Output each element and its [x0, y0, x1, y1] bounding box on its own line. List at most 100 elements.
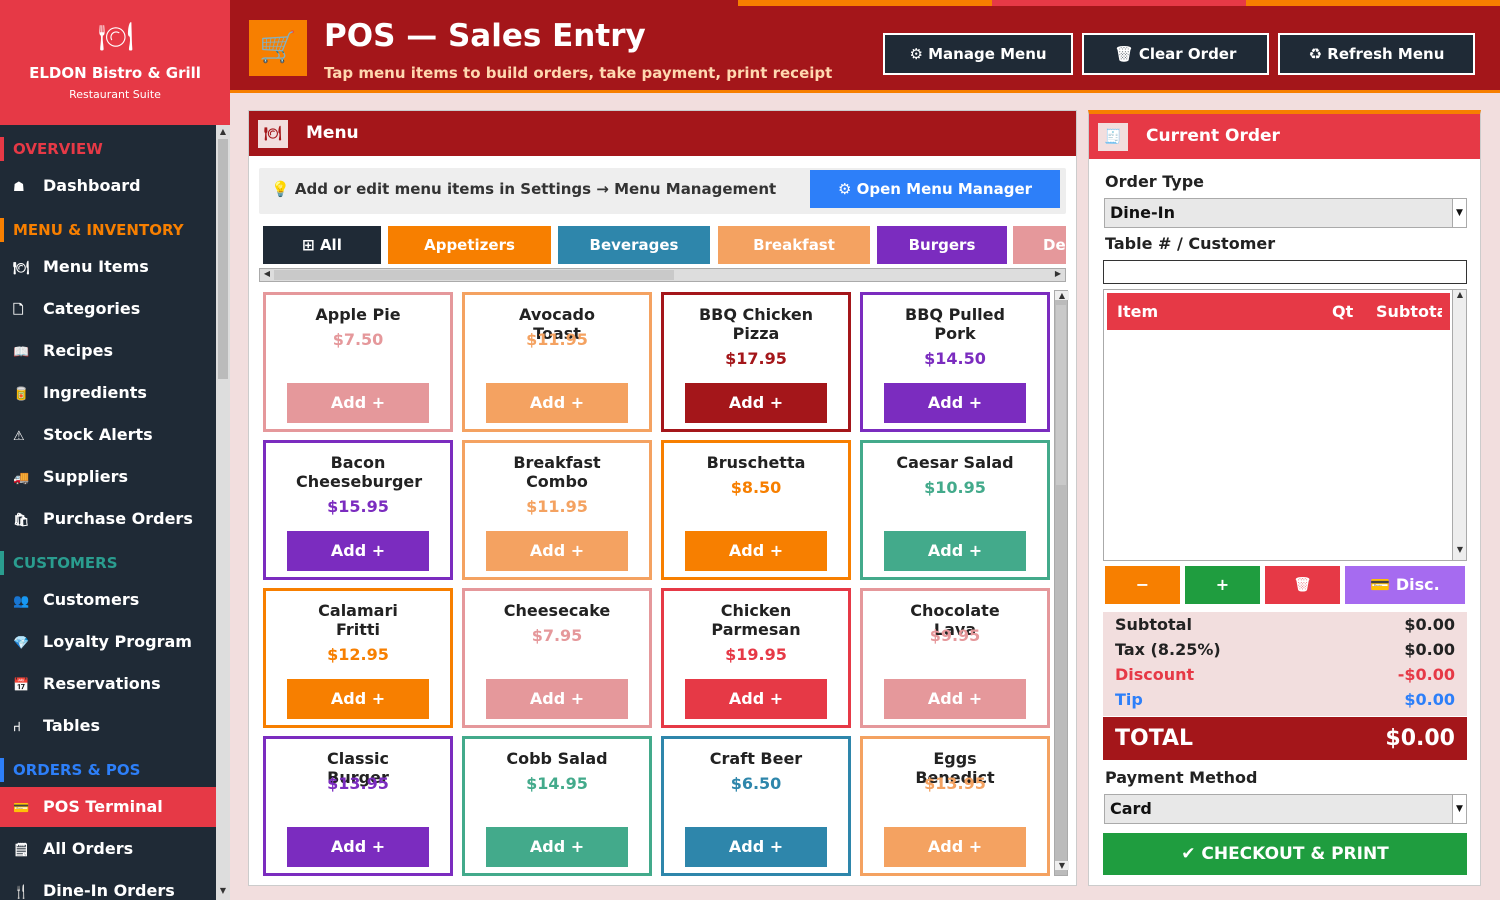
page-subtitle: Tap menu items to build orders, take pay… — [324, 64, 833, 82]
checkout-print-button[interactable]: ✔ CHECKOUT & PRINT — [1103, 833, 1467, 875]
sidebar-item-stock-alerts[interactable]: ⚠ Stock Alerts — [0, 415, 216, 455]
scroll-down-icon[interactable]: ▼ — [1456, 545, 1464, 554]
order-type-select[interactable]: Dine-In ▼ — [1104, 198, 1467, 228]
category-tab-burgers[interactable]: Burgers — [877, 226, 1007, 264]
category-tab-de[interactable]: De — [1013, 226, 1066, 264]
add-to-order-button[interactable]: Add + — [685, 383, 827, 423]
menu-item-card[interactable]: Calamari Fritti $12.95 Add + — [263, 588, 453, 728]
menu-item-card[interactable]: BBQ Chicken Pizza $17.95 Add + — [661, 292, 851, 432]
sidebar-item-categories[interactable]: 🗋 Categories — [0, 289, 216, 329]
category-tab-appetizers[interactable]: Appetizers — [388, 226, 551, 264]
add-to-order-button[interactable]: Add + — [884, 827, 1026, 867]
add-to-order-button[interactable]: Add + — [685, 679, 827, 719]
sidebar-item-label: All Orders — [43, 839, 134, 858]
order-items-header: Item Qt Subtota — [1107, 293, 1450, 330]
menu-item-card[interactable]: Apple Pie $7.50 Add + — [263, 292, 453, 432]
sidebar-scroll-thumb[interactable] — [218, 139, 228, 379]
add-to-order-button[interactable]: Add + — [884, 383, 1026, 423]
scroll-left-icon[interactable]: ◀ — [263, 269, 271, 278]
menu-grid-scroll-thumb[interactable] — [1056, 305, 1066, 485]
add-to-order-button[interactable]: Add + — [685, 531, 827, 571]
scroll-up-icon[interactable]: ▲ — [219, 127, 227, 136]
sidebar-item-suppliers[interactable]: 🚚 Suppliers — [0, 457, 216, 497]
discount-button[interactable]: 💳 Disc. — [1345, 566, 1465, 604]
menu-item-card[interactable]: Avocado Toast $11.95 Add + — [462, 292, 652, 432]
menu-item-card[interactable]: Classic Burger $13.95 Add + — [263, 736, 453, 876]
menu-item-card[interactable]: Cheesecake $7.95 Add + — [462, 588, 652, 728]
sidebar-item-ingredients[interactable]: 🥫 Ingredients — [0, 373, 216, 413]
menu-item-card[interactable]: Bacon Cheeseburger $15.95 Add + — [263, 440, 453, 580]
add-to-order-button[interactable]: Add + — [685, 827, 827, 867]
order-panel: 🧾 Current Order Order Type Dine-In ▼ Tab… — [1088, 110, 1481, 886]
menu-item-price: $7.50 — [332, 330, 384, 349]
category-tab-breakfast[interactable]: Breakfast — [718, 226, 870, 264]
totals-value: -$0.00 — [1397, 665, 1455, 684]
category-scrollbar[interactable]: ◀ ▶ — [259, 268, 1066, 282]
add-to-order-button[interactable]: Add + — [486, 679, 628, 719]
add-to-order-button[interactable]: Add + — [486, 531, 628, 571]
add-to-order-button[interactable]: Add + — [884, 531, 1026, 571]
sidebar-item-tables[interactable]: ⑁ Tables — [0, 706, 216, 746]
payment-method-select[interactable]: Card ▼ — [1104, 794, 1467, 824]
menu-item-card[interactable]: Craft Beer $6.50 Add + — [661, 736, 851, 876]
sidebar-item-menu-items[interactable]: 🍽 Menu Items — [0, 247, 216, 287]
add-to-order-button[interactable]: Add + — [287, 383, 429, 423]
document-icon: 🗋 — [13, 303, 24, 318]
order-items-scrollbar[interactable]: ▲ ▼ — [1452, 290, 1466, 560]
manage-menu-button[interactable]: ⚙ Manage Menu — [883, 33, 1073, 75]
calendar-icon: 📅 — [13, 678, 30, 693]
sidebar-item-label: Loyalty Program — [43, 632, 192, 651]
add-to-order-button[interactable]: Add + — [287, 679, 429, 719]
sidebar-scrollbar[interactable]: ▲ ▼ — [216, 125, 230, 900]
sidebar-item-customers[interactable]: 👥 Customers — [0, 580, 216, 620]
scroll-down-icon[interactable]: ▼ — [219, 886, 227, 895]
menu-item-card[interactable]: Chocolate Lava $9.95 Add + — [860, 588, 1050, 728]
sidebar-item-dashboard[interactable]: ☗ Dashboard — [0, 166, 216, 206]
add-to-order-button[interactable]: Add + — [486, 383, 628, 423]
totals-label: Tax (8.25%) — [1115, 640, 1221, 659]
sidebar-item-all-orders[interactable]: 🗒 All Orders — [0, 829, 216, 869]
category-tab-beverages[interactable]: Beverages — [558, 226, 710, 264]
category-scroll-thumb[interactable] — [274, 270, 674, 280]
sidebar-item-purchase-orders[interactable]: 🛍 Purchase Orders — [0, 499, 216, 539]
table-customer-input[interactable] — [1103, 260, 1467, 284]
menu-item-card[interactable]: Breakfast Combo $11.95 Add + — [462, 440, 652, 580]
header-accent-strip — [230, 0, 1500, 6]
scroll-down-icon[interactable]: ▼ — [1055, 861, 1069, 870]
sidebar-item-loyalty-program[interactable]: 💎 Loyalty Program — [0, 622, 216, 662]
qty-minus-button[interactable]: − — [1105, 566, 1180, 604]
menu-item-card[interactable]: Caesar Salad $10.95 Add + — [860, 440, 1050, 580]
add-to-order-button[interactable]: Add + — [287, 827, 429, 867]
menu-grid-scrollbar[interactable]: ▲ ▼ — [1054, 290, 1069, 876]
sidebar-item-label: Stock Alerts — [43, 425, 153, 444]
menu-item-card[interactable]: Bruschetta $8.50 Add + — [661, 440, 851, 580]
clear-order-button[interactable]: 🗑 Clear Order — [1082, 33, 1269, 75]
menu-item-card[interactable]: Cobb Salad $14.95 Add + — [462, 736, 652, 876]
menu-item-card[interactable]: Eggs Benedict $13.95 Add + — [860, 736, 1050, 876]
refresh-menu-button[interactable]: ♻ Refresh Menu — [1278, 33, 1475, 75]
category-tab-all[interactable]: ⊞ All — [263, 226, 381, 264]
sidebar-item-label: Suppliers — [43, 467, 129, 486]
open-menu-manager-button[interactable]: ⚙ Open Menu Manager — [810, 170, 1060, 208]
scroll-up-icon[interactable]: ▲ — [1456, 290, 1464, 299]
add-to-order-button[interactable]: Add + — [287, 531, 429, 571]
chevron-down-icon: ▼ — [1452, 795, 1466, 823]
delete-item-button[interactable]: 🗑 — [1265, 566, 1340, 604]
sidebar-item-dine-in-orders[interactable]: 🍴 Dine-In Orders — [0, 871, 216, 900]
qty-plus-button[interactable]: + — [1185, 566, 1260, 604]
sidebar-item-reservations[interactable]: 📅 Reservations — [0, 664, 216, 704]
scroll-up-icon[interactable]: ▲ — [1055, 291, 1069, 300]
menu-item-card[interactable]: BBQ Pulled Pork $14.50 Add + — [860, 292, 1050, 432]
page-title: POS — Sales Entry — [324, 18, 646, 54]
menu-item-card[interactable]: Chicken Parmesan $19.95 Add + — [661, 588, 851, 728]
gem-icon: 💎 — [13, 636, 30, 651]
brand-block: 🍽 ELDON Bistro & Grill Restaurant Suite — [0, 0, 230, 125]
scroll-right-icon[interactable]: ▶ — [1054, 269, 1062, 278]
menu-item-price: $13.95 — [327, 774, 389, 793]
totals-label: Subtotal — [1115, 615, 1192, 634]
add-to-order-button[interactable]: Add + — [486, 827, 628, 867]
sidebar-item-recipes[interactable]: 📖 Recipes — [0, 331, 216, 371]
menu-item-name: Caesar Salad — [896, 453, 1014, 472]
add-to-order-button[interactable]: Add + — [884, 679, 1026, 719]
sidebar-item-pos-terminal[interactable]: 💳 POS Terminal — [0, 787, 216, 827]
